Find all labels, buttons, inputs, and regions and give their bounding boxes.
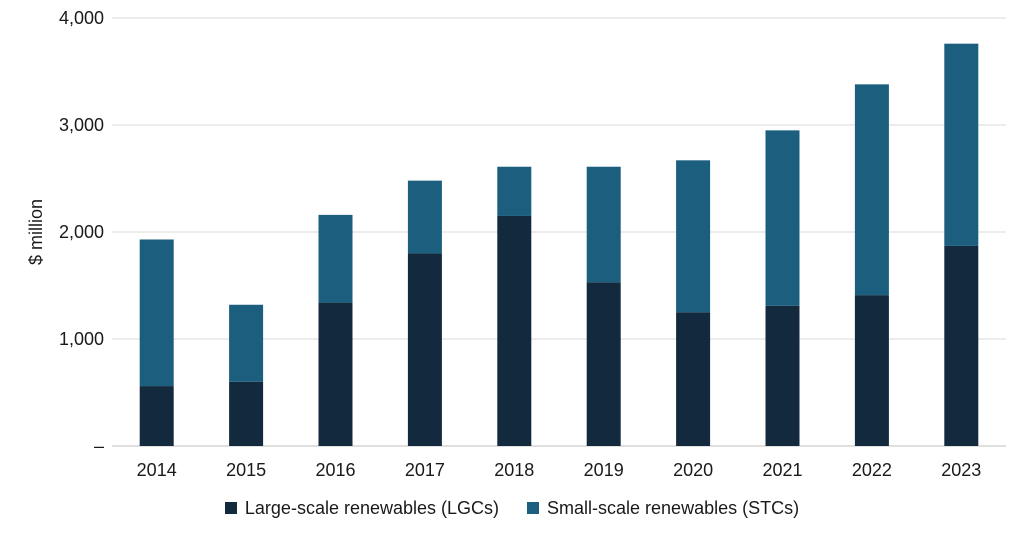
legend-swatch-stcs <box>527 502 540 514</box>
y-tick-label: – <box>94 436 104 456</box>
bar-lgcs-2017 <box>407 253 442 446</box>
x-tick-label: 2022 <box>852 460 892 480</box>
bar-stcs-2016 <box>318 214 353 303</box>
x-axis-ticks: 2014 2015 2016 2017 2018 2019 2020 2021 2022 2023 <box>137 460 982 480</box>
x-tick-label: 2023 <box>941 460 981 480</box>
bar-lgcs-2018 <box>497 215 532 446</box>
bar-stcs-2015 <box>229 304 264 382</box>
bar-lgcs-2022 <box>854 295 889 446</box>
y-axis-ticks: – 1,000 2,000 3,000 4,000 <box>59 8 104 456</box>
bar-stcs-2019 <box>586 166 621 283</box>
bar-lgcs-2020 <box>676 312 711 446</box>
x-tick-label: 2018 <box>494 460 534 480</box>
y-tick-label: 2,000 <box>59 222 104 242</box>
bar-lgcs-2021 <box>765 305 800 446</box>
y-axis-title: $ million <box>26 199 46 265</box>
bar-stcs-2021 <box>765 130 800 306</box>
bar-lgcs-2023 <box>944 245 979 446</box>
y-tick-label: 1,000 <box>59 329 104 349</box>
legend-swatch-lgcs <box>224 502 237 514</box>
x-tick-label: 2014 <box>137 460 177 480</box>
x-tick-label: 2017 <box>405 460 445 480</box>
bar-lgcs-2015 <box>229 381 264 446</box>
bar-stcs-2020 <box>676 160 711 313</box>
x-tick-label: 2016 <box>315 460 355 480</box>
x-tick-label: 2021 <box>762 460 802 480</box>
legend: Large-scale renewables (LGCs) Small-scal… <box>0 490 1024 526</box>
legend-item-lgcs: Large-scale renewables (LGCs) <box>224 497 500 519</box>
bar-stcs-2014 <box>139 239 174 387</box>
legend-label-lgcs: Large-scale renewables (LGCs) <box>244 497 500 518</box>
x-tick-label: 2019 <box>584 460 624 480</box>
bar-stcs-2017 <box>407 180 442 254</box>
bar-lgcs-2014 <box>139 386 174 446</box>
x-tick-label: 2015 <box>226 460 266 480</box>
bar-stcs-2022 <box>854 84 889 296</box>
bar-lgcs-2019 <box>586 282 621 446</box>
bar-lgcs-2016 <box>318 302 353 446</box>
x-tick-label: 2020 <box>673 460 713 480</box>
bars <box>139 43 979 446</box>
legend-label-stcs: Small-scale renewables (STCs) <box>547 497 800 518</box>
bar-stcs-2018 <box>497 166 532 216</box>
y-tick-label: 4,000 <box>59 8 104 28</box>
y-tick-label: 3,000 <box>59 115 104 135</box>
bar-stcs-2023 <box>944 43 979 246</box>
legend-item-stcs: Small-scale renewables (STCs) <box>527 498 799 519</box>
